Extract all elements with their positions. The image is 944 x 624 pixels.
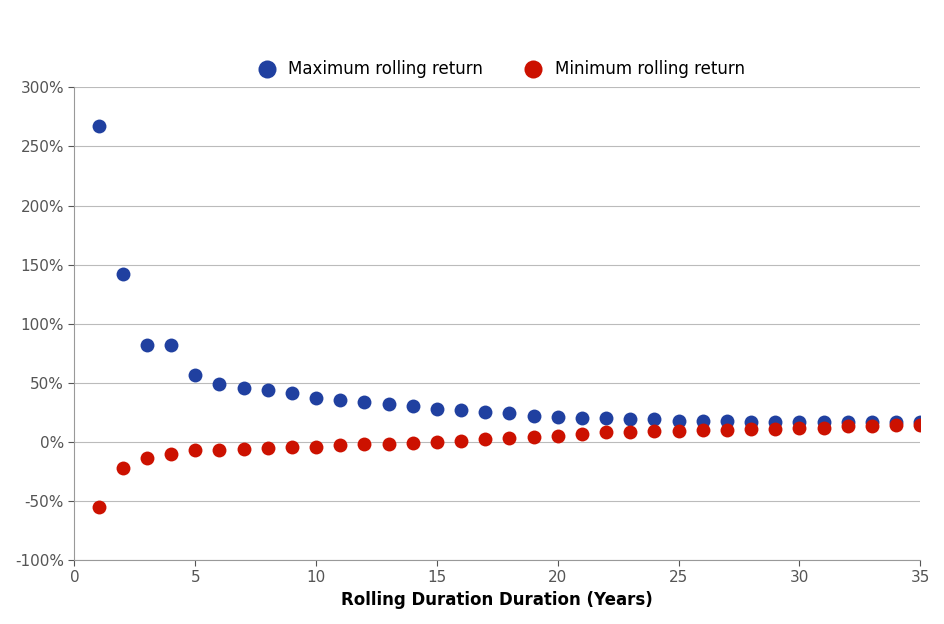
Minimum rolling return (260, 443, 275, 453)
Maximum rolling return (380, 399, 396, 409)
Minimum rolling return (453, 436, 468, 446)
Minimum rolling return (864, 421, 879, 431)
Legend: Maximum rolling return, Minimum rolling return: Maximum rolling return, Minimum rolling … (243, 53, 750, 84)
Minimum rolling return (912, 421, 927, 431)
Minimum rolling return (405, 438, 420, 448)
Minimum rolling return (332, 441, 347, 451)
Minimum rolling return (622, 427, 637, 437)
Minimum rolling return (308, 442, 323, 452)
Minimum rolling return (478, 434, 493, 444)
Maximum rolling return (574, 413, 589, 423)
Maximum rolling return (549, 412, 565, 422)
Maximum rolling return (405, 401, 420, 411)
Minimum rolling return (91, 502, 106, 512)
Maximum rolling return (767, 417, 782, 427)
Maximum rolling return (332, 396, 347, 406)
Maximum rolling return (260, 385, 275, 395)
Minimum rolling return (284, 442, 299, 452)
Maximum rolling return (647, 414, 662, 424)
Minimum rolling return (887, 421, 902, 431)
Minimum rolling return (549, 431, 565, 441)
Maximum rolling return (718, 416, 733, 426)
Maximum rolling return (211, 379, 227, 389)
Maximum rolling return (816, 417, 831, 427)
Minimum rolling return (139, 454, 154, 464)
Maximum rolling return (284, 388, 299, 398)
Maximum rolling return (115, 269, 130, 279)
Maximum rolling return (453, 405, 468, 415)
Minimum rolling return (357, 439, 372, 449)
Maximum rolling return (791, 417, 806, 427)
Minimum rolling return (743, 424, 758, 434)
Maximum rolling return (598, 413, 613, 423)
Minimum rolling return (791, 422, 806, 432)
Minimum rolling return (211, 445, 227, 455)
Minimum rolling return (647, 426, 662, 436)
Maximum rolling return (429, 404, 444, 414)
Maximum rolling return (912, 417, 927, 427)
Maximum rolling return (188, 369, 203, 379)
Minimum rolling return (501, 433, 516, 443)
Maximum rolling return (695, 416, 710, 426)
Minimum rolling return (670, 426, 685, 436)
Minimum rolling return (526, 432, 541, 442)
Maximum rolling return (743, 417, 758, 427)
Maximum rolling return (236, 383, 251, 392)
Maximum rolling return (357, 397, 372, 407)
Minimum rolling return (115, 463, 130, 473)
Maximum rolling return (864, 417, 879, 427)
Maximum rolling return (839, 417, 854, 427)
Minimum rolling return (188, 445, 203, 455)
Minimum rolling return (816, 422, 831, 432)
Maximum rolling return (478, 407, 493, 417)
Maximum rolling return (526, 411, 541, 421)
Minimum rolling return (718, 425, 733, 435)
Minimum rolling return (429, 437, 444, 447)
Maximum rolling return (670, 416, 685, 426)
X-axis label: Rolling Duration Duration (Years): Rolling Duration Duration (Years) (341, 591, 652, 609)
Minimum rolling return (380, 439, 396, 449)
Minimum rolling return (163, 449, 178, 459)
Maximum rolling return (91, 121, 106, 131)
Maximum rolling return (887, 417, 902, 427)
Maximum rolling return (622, 414, 637, 424)
Minimum rolling return (767, 424, 782, 434)
Maximum rolling return (163, 340, 178, 350)
Minimum rolling return (574, 429, 589, 439)
Maximum rolling return (501, 409, 516, 419)
Maximum rolling return (139, 340, 154, 350)
Minimum rolling return (839, 421, 854, 431)
Minimum rolling return (695, 425, 710, 435)
Minimum rolling return (236, 444, 251, 454)
Maximum rolling return (308, 393, 323, 403)
Minimum rolling return (598, 427, 613, 437)
